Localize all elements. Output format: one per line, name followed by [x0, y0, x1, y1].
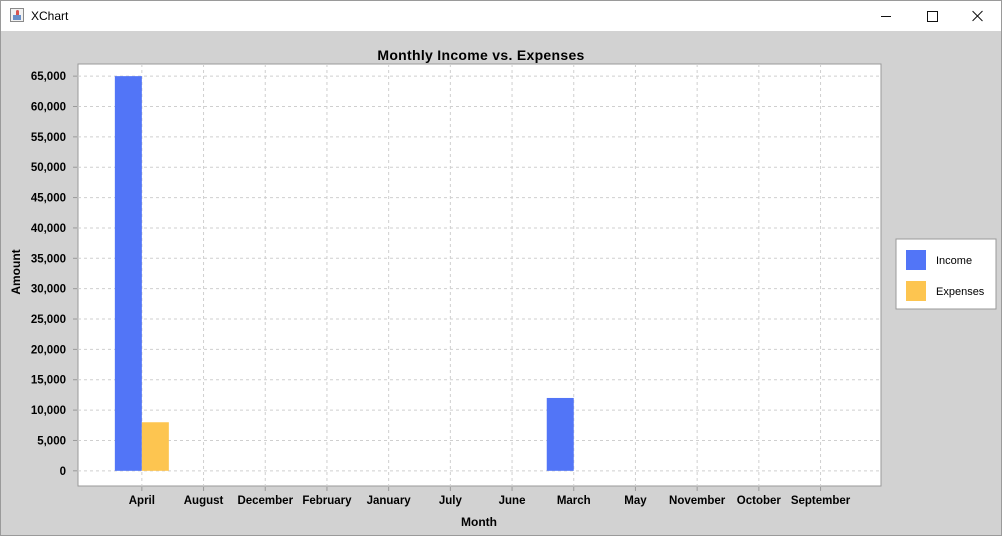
title-bar[interactable]: XChart [1, 1, 1001, 31]
y-tick-label: 55,000 [31, 132, 66, 144]
y-tick-label: 60,000 [31, 102, 66, 114]
legend-label-expenses: Expenses [936, 286, 985, 298]
y-tick-label: 35,000 [31, 253, 66, 265]
bar-income-march [546, 397, 574, 471]
plot-area [77, 63, 882, 487]
y-axis-ticks: 0 5,000 10,000 15,000 20,000 25,000 30,000 35,0… [31, 71, 77, 478]
y-tick-label: 5,000 [37, 435, 66, 447]
x-tick-label: June [499, 495, 526, 507]
legend-swatch-income [906, 250, 926, 270]
minimize-button[interactable] [863, 1, 909, 31]
bars [114, 76, 574, 471]
x-tick-label: October [737, 495, 782, 507]
x-tick-label: September [791, 495, 851, 507]
y-tick-label: 40,000 [31, 223, 66, 235]
y-tick-label: 45,000 [31, 193, 66, 205]
y-tick-label: 65,000 [31, 71, 66, 83]
x-tick-label: April [129, 495, 155, 507]
x-tick-label: November [669, 495, 726, 507]
legend-label-income: Income [936, 255, 972, 267]
y-tick-label: 50,000 [31, 162, 66, 174]
y-axis-title: Amount [9, 249, 23, 294]
x-tick-label: May [624, 495, 647, 507]
y-tick-label: 0 [60, 466, 66, 478]
legend: Income Expenses [895, 238, 997, 310]
java-app-icon [10, 8, 24, 22]
maximize-button[interactable] [909, 1, 955, 31]
maximize-icon [926, 10, 938, 22]
x-tick-label: January [367, 495, 412, 507]
y-tick-label: 15,000 [31, 375, 66, 387]
x-tick-label: August [184, 495, 224, 507]
bar-chart: Monthly Income vs. Expenses 0 5,000 10,000… [9, 47, 997, 529]
y-tick-label: 10,000 [31, 405, 66, 417]
grid-lines [78, 64, 881, 486]
chart-title: Monthly Income vs. Expenses [377, 47, 584, 63]
bar-expenses-april [141, 422, 169, 471]
y-tick-label: 20,000 [31, 344, 66, 356]
bar-income-april [114, 76, 142, 471]
y-tick-label: 25,000 [31, 314, 66, 326]
x-tick-label: December [237, 495, 293, 507]
close-button[interactable] [955, 1, 1001, 31]
y-tick-label: 30,000 [31, 284, 66, 296]
minimize-icon [881, 15, 891, 17]
close-icon [972, 10, 984, 22]
x-tick-label: February [302, 495, 352, 507]
x-axis-title: Month [461, 515, 497, 529]
x-tick-label: March [557, 495, 591, 507]
legend-swatch-expenses [906, 281, 926, 301]
window-title: XChart [31, 9, 69, 23]
x-tick-label: July [439, 495, 463, 507]
x-axis-ticks: April August December February January July Ju… [129, 487, 851, 507]
